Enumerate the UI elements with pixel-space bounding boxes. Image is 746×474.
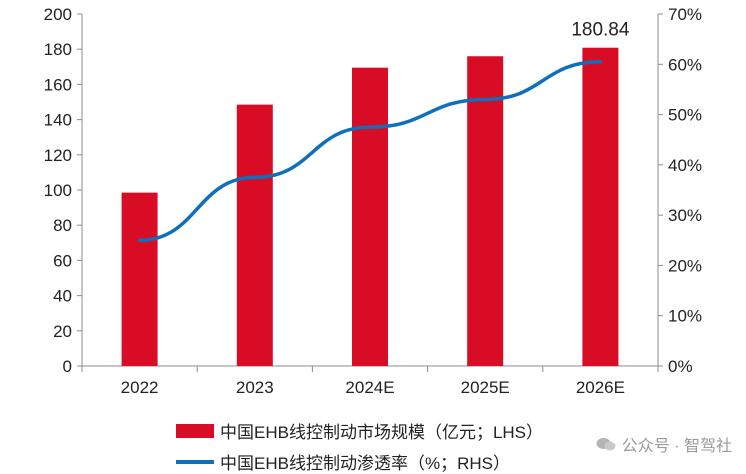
- legend-bar-label: 中国EHB线控制动市场规模（亿元；LHS）: [220, 423, 544, 442]
- y-left-tick-label: 160: [44, 75, 72, 94]
- y-right-tick-label: 0%: [668, 357, 693, 376]
- x-tick-label: 2026E: [576, 378, 625, 397]
- bar-2025E: [467, 56, 504, 367]
- y-right-tick-label: 70%: [668, 5, 702, 24]
- x-tick-label: 2025E: [461, 378, 510, 397]
- y-right-tick-label: 20%: [668, 256, 702, 275]
- y-left-tick-label: 0: [63, 357, 72, 376]
- line-point-2025E: [484, 98, 486, 100]
- bar-2026E: [582, 47, 619, 367]
- y-left-tick-label: 40: [53, 287, 72, 306]
- y-left-tick-label: 200: [44, 5, 72, 24]
- bar-2024E: [352, 67, 388, 367]
- line-series-group: [137, 60, 603, 243]
- axes-group: 0 20 40 60 80 100 120 140 160 180 200 0% 10% 20% 30% 40…: [44, 5, 702, 397]
- y-right-tick-label: 50%: [668, 106, 702, 125]
- legend-bar-swatch: [176, 423, 214, 438]
- line-point-2024E: [369, 126, 371, 128]
- legend-item-market-size: 中国EHB线控制动市场规模（亿元；LHS）: [176, 418, 543, 443]
- y-left-tick-label: 140: [44, 111, 72, 130]
- y-left-tick-label: 80: [53, 216, 72, 235]
- legend-item-penetration: 中国EHB线控制动渗透率（%；RHS）: [176, 449, 510, 474]
- y-left-tick-label: 120: [44, 146, 72, 165]
- bar-2023: [236, 104, 273, 366]
- line-point-2026E: [599, 61, 601, 63]
- watermark: 公众号 · 智驾社: [596, 432, 732, 456]
- labels-group: 180.84: [571, 20, 630, 41]
- data-label-2026E: 180.84: [571, 20, 630, 41]
- y-left-tick-label: 20: [53, 322, 72, 341]
- y-right-tick-label: 60%: [668, 55, 702, 74]
- line-point-2022: [139, 239, 141, 241]
- y-right-tick-label: 40%: [668, 156, 702, 175]
- y-right-tick-label: 30%: [668, 206, 702, 225]
- legend-line-label: 中国EHB线控制动渗透率（%；RHS）: [220, 454, 510, 473]
- x-tick-label: 2024E: [345, 378, 394, 397]
- y-left-tick-label: 60: [53, 251, 72, 270]
- x-tick-label: 2022: [121, 378, 159, 397]
- bars-group: [121, 47, 619, 367]
- legend-line-swatch: [176, 459, 214, 464]
- wechat-icon: [596, 438, 616, 451]
- line-point-2023: [254, 176, 256, 178]
- chart-canvas: 0 20 40 60 80 100 120 140 160 180 200 0% 10% 20% 30% 40…: [44, 5, 702, 397]
- y-right-tick-label: 10%: [668, 307, 702, 326]
- watermark-text: 公众号 · 智驾社: [621, 438, 732, 455]
- bar-2022: [121, 192, 158, 366]
- y-left-tick-label: 100: [44, 181, 72, 200]
- y-left-tick-label: 180: [44, 40, 72, 59]
- x-tick-label: 2023: [236, 378, 274, 397]
